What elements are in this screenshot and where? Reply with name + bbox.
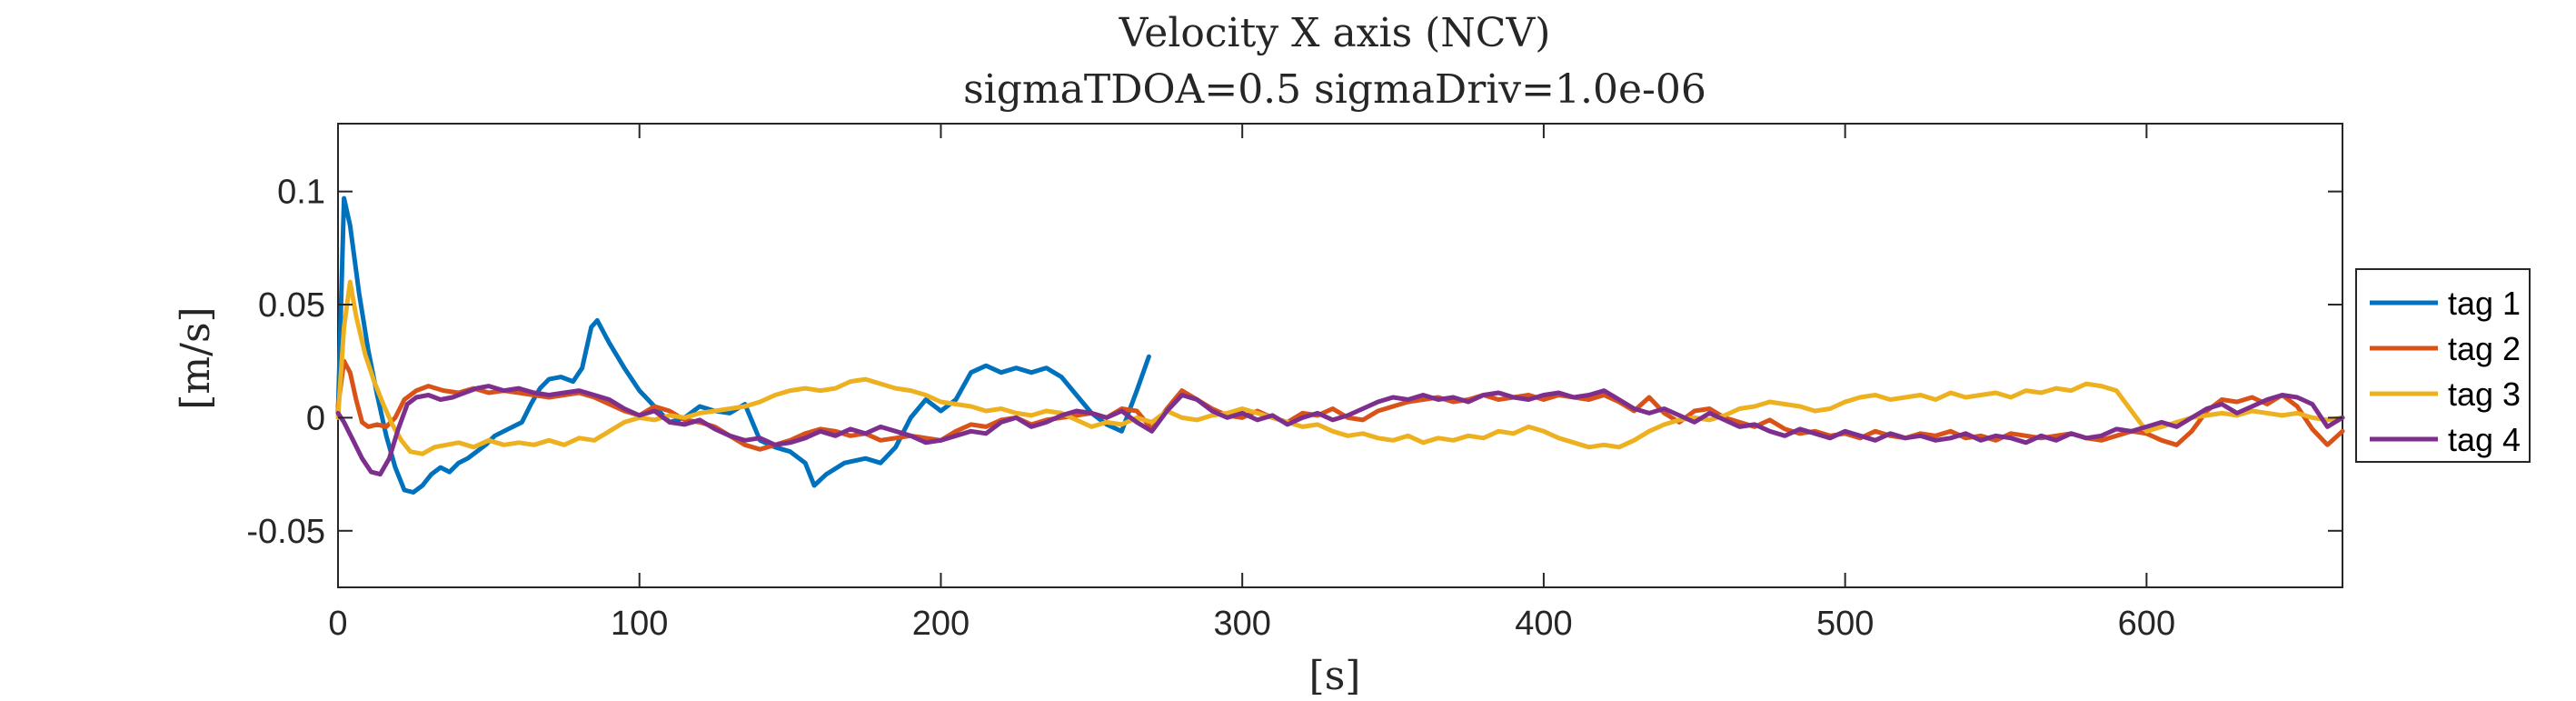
chart-title: Velocity X axis (NCV): [1119, 10, 1551, 56]
plot-area: 0 100 200 300 400 500 600 -0.05 0 0.05 0.1: [246, 123, 2345, 643]
series-line-2: [335, 358, 2345, 452]
y-tick-label: 0.05: [258, 286, 325, 325]
y-axis-label: [m/s]: [173, 306, 219, 409]
axis-ticks: 0 100 200 300 400 500 600 -0.05 0 0.05 0.1: [246, 124, 2342, 643]
series-line-3: [335, 279, 2345, 456]
chart-subtitle: sigmaTDOA=0.5 sigmaDriv=1.0e-06: [963, 66, 1706, 113]
legend-label-1: tag 1: [2448, 285, 2521, 322]
x-tick-label: 100: [611, 605, 668, 643]
x-tick-label: 200: [912, 605, 970, 643]
x-tick-label: 300: [1213, 605, 1270, 643]
series-lines: [335, 195, 2345, 495]
axes-box: [337, 123, 2343, 588]
x-tick-label: 600: [2118, 605, 2175, 643]
legend-label-3: tag 3: [2448, 376, 2521, 413]
x-tick-label: 0: [328, 605, 347, 643]
x-axis-label: [s]: [1309, 653, 1361, 699]
series-line-4: [335, 384, 2345, 477]
y-tick-label: 0: [306, 399, 325, 437]
y-tick-label: 0.1: [277, 174, 325, 212]
legend-label-2: tag 2: [2448, 330, 2521, 367]
legend-label-4: tag 4: [2448, 421, 2521, 458]
legend: tag 1 tag 2 tag 3 tag 4: [2355, 268, 2531, 463]
y-tick-label: -0.05: [246, 513, 325, 551]
x-tick-label: 400: [1515, 605, 1572, 643]
x-tick-label: 500: [1816, 605, 1874, 643]
